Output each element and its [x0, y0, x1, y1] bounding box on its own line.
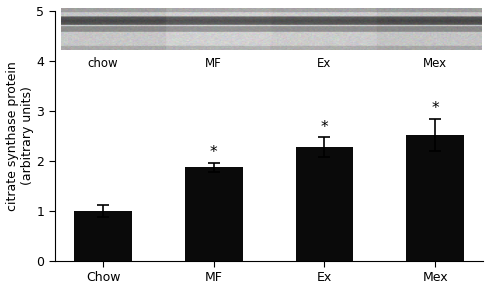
Bar	[295, 147, 352, 261]
Bar	[184, 167, 242, 261]
Bar	[406, 135, 463, 261]
Text: *: *	[430, 101, 438, 116]
Text: Ex: Ex	[317, 57, 331, 70]
Text: chow: chow	[87, 57, 118, 70]
Text: Mex: Mex	[422, 57, 447, 70]
Text: MF: MF	[205, 57, 222, 70]
Y-axis label: citrate synthase protein
(arbitrary units): citrate synthase protein (arbitrary unit…	[5, 61, 34, 211]
Text: *: *	[320, 120, 327, 135]
Bar	[74, 211, 132, 261]
Text: *: *	[209, 145, 217, 160]
